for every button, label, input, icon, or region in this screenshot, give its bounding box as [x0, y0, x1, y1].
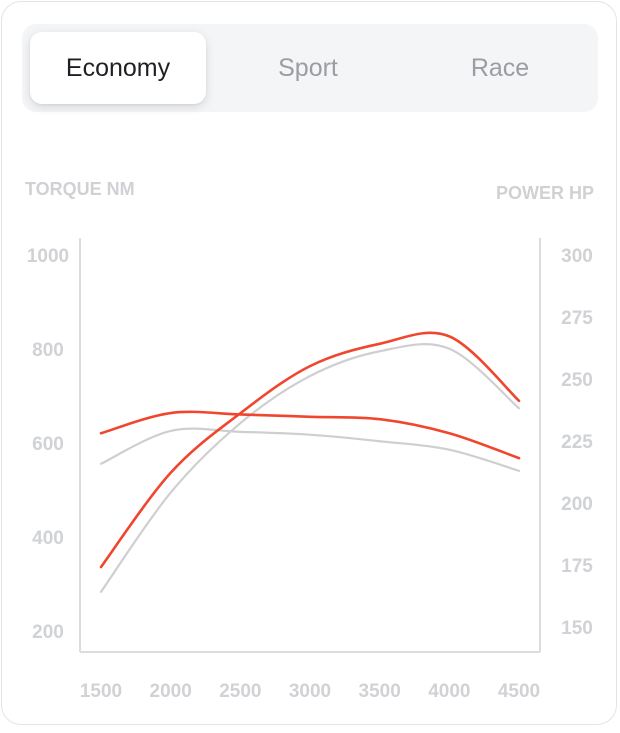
x-tick-label: 4000	[428, 681, 470, 702]
torque-inactive-line	[99, 427, 521, 472]
left-tick-label: 800	[32, 340, 64, 361]
right-tick-label: 300	[561, 246, 593, 267]
x-tick-label: 2500	[219, 681, 261, 702]
power-inactive-line	[99, 343, 521, 593]
tab-race[interactable]: Race	[470, 54, 530, 82]
right-tick-label: 150	[561, 618, 593, 639]
left-tick-label: 1000	[27, 246, 69, 267]
right-tick-label: 250	[561, 370, 593, 391]
x-tick-label: 3000	[289, 681, 331, 702]
left-tick-label: 200	[32, 622, 64, 643]
left-axis-title: TORQUE NM	[25, 179, 135, 199]
tab-sport[interactable]: Sport	[278, 54, 338, 82]
right-tick-label: 175	[561, 556, 593, 577]
right-tick-label: 200	[561, 494, 593, 515]
power-active-line	[99, 331, 521, 569]
tab-economy[interactable]: Economy	[30, 32, 206, 104]
x-tick-label: 4500	[498, 681, 540, 702]
left-tick-label: 600	[32, 434, 64, 455]
right-axis-title: POWER HP	[496, 183, 594, 203]
right-tick-label: 225	[561, 432, 593, 453]
right-tick-label: 275	[561, 308, 593, 329]
x-tick-label: 1500	[80, 681, 122, 702]
x-tick-label: 3500	[359, 681, 401, 702]
torque-active-line	[99, 410, 521, 460]
mode-selector: Economy Sport Race	[22, 24, 598, 112]
left-tick-label: 400	[32, 528, 64, 549]
x-tick-label: 2000	[150, 681, 192, 702]
